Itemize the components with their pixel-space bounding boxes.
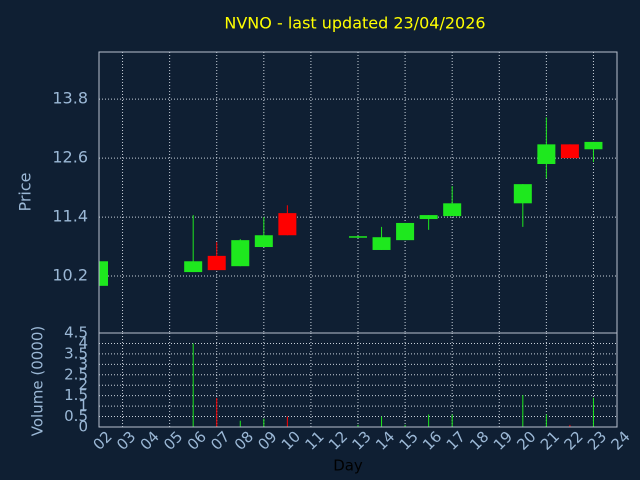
y2-tick-label: 3	[78, 355, 88, 373]
chart-title: NVNO - last updated 23/04/2026	[224, 14, 485, 33]
volume-bar	[428, 414, 430, 427]
y2-tick-label: 0.5	[64, 407, 88, 425]
volume-bar	[522, 395, 524, 427]
candle-body	[184, 261, 203, 273]
volume-bar	[451, 414, 453, 427]
volume-bar	[216, 397, 218, 427]
candle-body	[560, 144, 579, 159]
y2-tick-label: 1.5	[64, 386, 88, 404]
volume-bar	[569, 424, 571, 427]
volume-bar	[286, 416, 288, 427]
candle-body	[396, 222, 415, 241]
candle-body	[231, 240, 250, 267]
volume-bar	[592, 397, 594, 427]
y2-tick-label: 1	[78, 397, 88, 415]
candle-body	[254, 235, 273, 248]
candle-body	[349, 236, 367, 238]
volume-bar	[263, 418, 265, 427]
volume-bar	[192, 343, 194, 427]
y2-tick-label: 2	[78, 376, 88, 394]
y-tick-label: 10.2	[52, 266, 88, 285]
candle-body	[513, 184, 532, 204]
y2-tick-label: 2.5	[64, 365, 88, 383]
candle-body	[207, 255, 226, 271]
y-axis-label: Price	[16, 172, 35, 211]
volume-panel	[99, 333, 617, 427]
candle-body	[99, 261, 108, 286]
candle-body	[372, 237, 391, 250]
volume-bar	[357, 424, 359, 427]
y2-axis-label: Volume (0000)	[29, 326, 47, 436]
volume-bar	[239, 420, 241, 427]
volume-bar	[545, 414, 547, 427]
candle-body	[419, 215, 438, 220]
volume-bar	[404, 424, 406, 427]
y2-tick-label: 0	[78, 418, 88, 436]
price-panel	[99, 52, 617, 333]
candle-body	[584, 141, 603, 150]
candle-body	[278, 213, 297, 236]
x-axis-label: Day	[333, 457, 363, 475]
y-tick-label: 12.6	[52, 148, 88, 167]
candle-body	[537, 144, 556, 165]
y2-tick-label: 4	[78, 334, 88, 352]
y2-tick-label: 4.5	[64, 324, 88, 342]
y-tick-label: 13.8	[52, 89, 88, 108]
volume-frame	[98, 332, 618, 428]
candle-body	[443, 203, 462, 217]
y2-tick-label: 3.5	[64, 344, 88, 362]
y-tick-label: 11.4	[52, 207, 88, 226]
volume-bar	[381, 416, 383, 427]
